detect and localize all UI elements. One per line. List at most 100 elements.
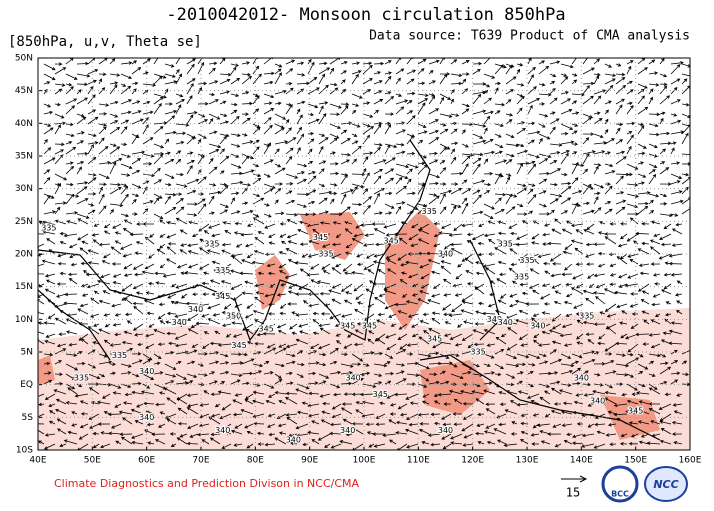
wind-vector: [615, 373, 629, 377]
wind-vector: [505, 373, 516, 379]
wind-vector: [143, 401, 155, 406]
wind-vector: [287, 290, 298, 295]
wind-vector: [279, 222, 287, 226]
wind-vector: [396, 443, 408, 450]
wind-vector: [112, 323, 122, 327]
wind-vector: [43, 147, 52, 155]
wind-vector: [209, 279, 221, 285]
wind-vector: [186, 373, 198, 378]
wind-vector: [371, 222, 386, 226]
wind-vector: [670, 147, 675, 155]
wind-vector: [241, 209, 254, 215]
lon-tick-label: 140E: [570, 456, 593, 466]
wind-vector: [442, 303, 452, 311]
wind-vector: [257, 442, 265, 446]
wind-vector: [244, 313, 254, 319]
wind-vector: [483, 190, 491, 195]
wind-vector: [472, 373, 484, 377]
wind-vector: [494, 172, 502, 185]
wind-vector: [668, 329, 683, 335]
wind-vector: [637, 248, 650, 255]
wind-vector: [329, 360, 338, 365]
wind-vector: [229, 313, 243, 319]
wind-vector: [439, 193, 446, 205]
wind-vector: [373, 99, 384, 105]
wind-vector: [299, 220, 309, 225]
wind-vector: [120, 185, 129, 195]
wind-vector: [208, 118, 214, 125]
wind-vector: [307, 292, 320, 296]
contour-label: 345: [313, 233, 328, 242]
wind-vector: [121, 340, 133, 345]
wind-vector: [582, 85, 590, 95]
wind-vector: [637, 143, 647, 149]
wind-vector: [670, 161, 681, 165]
wind-vector: [483, 73, 496, 79]
wind-vector: [365, 288, 375, 295]
wind-vector: [439, 160, 446, 165]
wind-vector: [443, 243, 452, 250]
wind-vector: [351, 271, 364, 275]
wind-vector: [252, 58, 259, 65]
wind-vector: [544, 223, 551, 227]
wind-vector: [66, 313, 78, 317]
wind-vector: [340, 79, 346, 85]
wind-vector: [217, 343, 232, 347]
wind-vector: [406, 134, 414, 145]
wind-vector: [406, 110, 414, 115]
wind-vector: [92, 431, 100, 436]
wind-vector: [451, 303, 463, 313]
wind-vector: [120, 193, 129, 205]
wind-vector: [285, 391, 298, 396]
wind-vector: [49, 410, 56, 415]
wind-vector: [427, 299, 441, 305]
wind-vector: [232, 399, 243, 405]
wind-vector: [659, 439, 672, 445]
wind-vector: [351, 362, 362, 366]
wind-vector: [252, 146, 260, 155]
wind-vector: [131, 381, 142, 386]
wind-vector: [355, 293, 364, 300]
wind-vector: [671, 228, 683, 235]
wind-vector: [65, 401, 78, 405]
wind-vector: [274, 347, 287, 355]
wind-vector: [153, 75, 163, 85]
wind-vector: [318, 137, 329, 145]
wind-vector: [153, 154, 164, 165]
wind-vector: [153, 93, 167, 99]
wind-vector: [461, 179, 468, 185]
wind-vector: [663, 223, 672, 230]
wind-vector: [450, 98, 454, 105]
wind-vector: [648, 209, 655, 215]
wind-vector: [637, 383, 646, 388]
wind-vector: [617, 243, 628, 248]
wind-vector: [294, 261, 309, 265]
wind-vector: [448, 233, 463, 237]
wind-vector: [626, 373, 635, 378]
wind-vector: [464, 257, 474, 265]
wind-vector: [542, 232, 551, 237]
wind-vector: [604, 232, 617, 236]
wind-vector: [472, 90, 486, 95]
wind-vector: [606, 313, 617, 318]
wind-vector: [89, 387, 100, 395]
wind-vector: [357, 301, 364, 305]
wind-vector: [674, 293, 683, 297]
wind-vector: [262, 331, 276, 336]
wind-vector: [418, 336, 430, 345]
wind-vector: [648, 153, 658, 158]
wind-vector: [538, 212, 551, 216]
wind-vector: [98, 360, 113, 365]
wind-vector: [263, 101, 273, 106]
wind-vector: [648, 373, 656, 377]
wind-vector: [241, 101, 253, 106]
wind-vector: [505, 76, 517, 85]
wind-vector: [406, 443, 419, 449]
wind-vector: [461, 108, 470, 115]
wind-vector: [252, 390, 265, 395]
wind-vector: [658, 253, 672, 260]
wind-vector: [604, 182, 611, 186]
wind-vector: [627, 273, 639, 279]
wind-vector: [619, 442, 628, 446]
wind-vector: [42, 220, 56, 225]
